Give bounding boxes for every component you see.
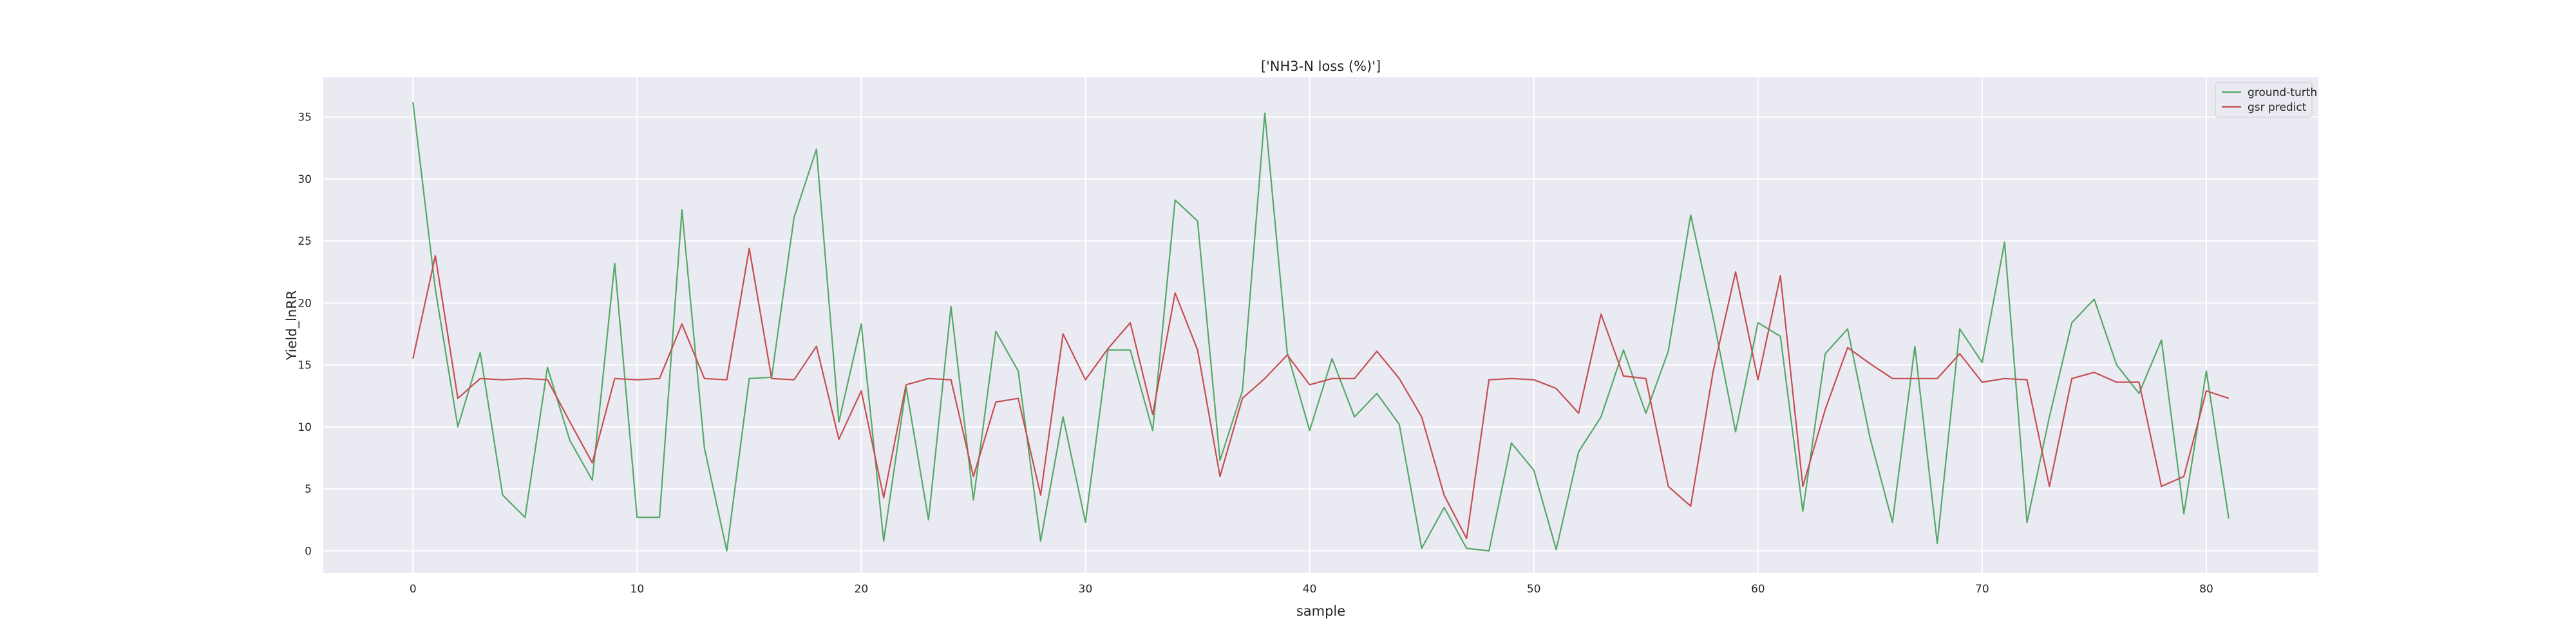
x-tick-label: 80 <box>2199 583 2213 596</box>
y-tick-label: 0 <box>305 545 312 558</box>
x-tick-label: 60 <box>1751 583 1765 596</box>
x-tick-label: 0 <box>410 583 417 596</box>
legend-label: gsr predict <box>2248 101 2307 114</box>
y-axis-label: Yield_lnRR <box>284 290 300 361</box>
x-tick-label: 40 <box>1303 583 1317 596</box>
x-tick-label: 50 <box>1527 583 1541 596</box>
plot-background <box>323 77 2318 573</box>
y-tick-label: 5 <box>305 483 312 496</box>
series-line-ground-turth <box>412 102 2230 552</box>
x-axis-ticks: 0 10 20 30 40 50 60 70 80 <box>410 583 2213 596</box>
y-tick-label: 30 <box>298 173 312 186</box>
legend-label: ground-turth <box>2248 86 2317 99</box>
y-tick-label: 25 <box>298 235 312 248</box>
x-axis-label: sample <box>1296 603 1345 619</box>
x-tick-label: 10 <box>630 583 645 596</box>
x-tick-label: 70 <box>1975 583 1989 596</box>
y-axis-ticks: 0 5 10 15 20 25 30 35 <box>298 111 312 558</box>
legend: ground-turth gsr predict <box>2215 82 2317 118</box>
y-tick-label: 15 <box>298 359 312 372</box>
legend-box <box>2215 82 2313 118</box>
series-layer <box>412 102 2230 552</box>
grid <box>323 77 2318 573</box>
series-line-gsr-predict <box>412 247 2230 540</box>
chart-title: ['NH3-N loss (%)'] <box>1261 59 1381 74</box>
y-tick-label: 20 <box>298 297 312 310</box>
y-tick-label: 10 <box>298 421 312 434</box>
x-tick-label: 20 <box>855 583 869 596</box>
x-tick-label: 30 <box>1079 583 1093 596</box>
y-tick-label: 35 <box>298 111 312 124</box>
